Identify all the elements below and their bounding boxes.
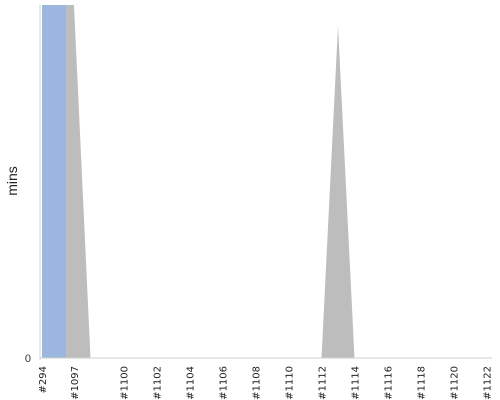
blue-series-area — [42, 5, 66, 358]
x-tick-label-11: #1118 — [417, 366, 428, 400]
y-axis-title: mins — [4, 166, 20, 196]
x-tick-label-10: #1116 — [384, 366, 395, 400]
y-tick-label-0: 0 — [25, 353, 31, 365]
x-tick-label-4: #1104 — [186, 366, 197, 400]
x-tick-label-13: #1122 — [483, 366, 494, 400]
gray-series-area — [42, 5, 355, 358]
plot-area — [42, 5, 355, 358]
x-tick-label-8: #1112 — [318, 366, 329, 400]
x-tick-label-0: #294 — [38, 366, 49, 393]
x-tick-label-1: #1097 — [70, 366, 81, 400]
x-tick-label-12: #1120 — [450, 366, 461, 400]
x-tick-label-6: #1108 — [252, 366, 263, 400]
x-tick-label-7: #1110 — [285, 366, 296, 400]
x-axis-ticks: #294 #1097 #1100 #1102 #1104 #1106 #1108 #1110 #… — [38, 366, 494, 400]
x-tick-label-3: #1102 — [153, 366, 164, 400]
x-tick-label-5: #1106 — [219, 366, 230, 400]
x-tick-label-2: #1100 — [120, 366, 131, 400]
x-tick-label-9: #1114 — [351, 366, 362, 400]
